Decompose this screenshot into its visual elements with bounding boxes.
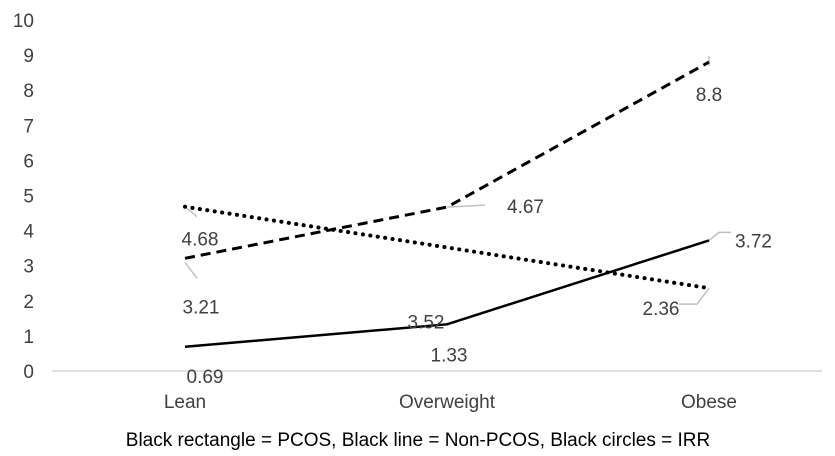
data-labels: 3.21 4.67 8.8 0.69 1.33 3.72 4.68 3.52 2.36 [182,85,772,388]
y-tick-label: 4 [23,222,34,243]
y-tick-label: 5 [23,187,34,208]
data-label-leader-lines [184,56,731,305]
series-lines [183,60,711,349]
data-label-leader-non_pcos [708,231,731,242]
y-axis-tick-labels: 0 1 2 3 4 5 6 7 8 9 10 [13,11,35,383]
x-tick-label: Obese [681,392,737,413]
y-tick-label: 7 [23,116,34,137]
data-label-leader-irr [679,287,710,305]
data-label-irr: 3.52 [408,312,445,333]
x-tick-label: Overweight [399,392,496,413]
chart-caption: Black rectangle = PCOS, Black line = Non… [126,430,710,451]
data-label-leader-pcos [446,204,486,208]
y-tick-label: 6 [23,151,34,172]
y-tick-label: 1 [23,327,34,348]
data-label-irr: 2.36 [643,299,680,320]
data-label-leader-irr [184,206,198,218]
series-line-pcos [184,60,710,260]
x-axis-tick-labels: Lean Overweight Obese [164,392,737,413]
series-line-irr [183,204,711,291]
y-tick-label: 0 [23,362,34,383]
y-tick-label: 9 [23,46,34,67]
data-label-non_pcos: 1.33 [431,345,468,366]
y-tick-label: 8 [23,81,34,102]
x-tick-label: Lean [164,392,206,413]
data-label-pcos: 8.8 [696,85,722,106]
series-line-non_pcos [184,239,710,349]
y-tick-label: 2 [23,292,34,313]
data-label-pcos: 3.21 [183,297,220,318]
y-tick-label: 10 [13,11,34,32]
data-label-leader-pcos [184,261,198,279]
data-label-non_pcos: 0.69 [187,367,224,388]
data-label-non_pcos: 3.72 [735,231,772,252]
data-label-pcos: 4.67 [507,197,544,218]
data-label-irr: 4.68 [182,230,219,251]
y-tick-label: 3 [23,257,34,278]
